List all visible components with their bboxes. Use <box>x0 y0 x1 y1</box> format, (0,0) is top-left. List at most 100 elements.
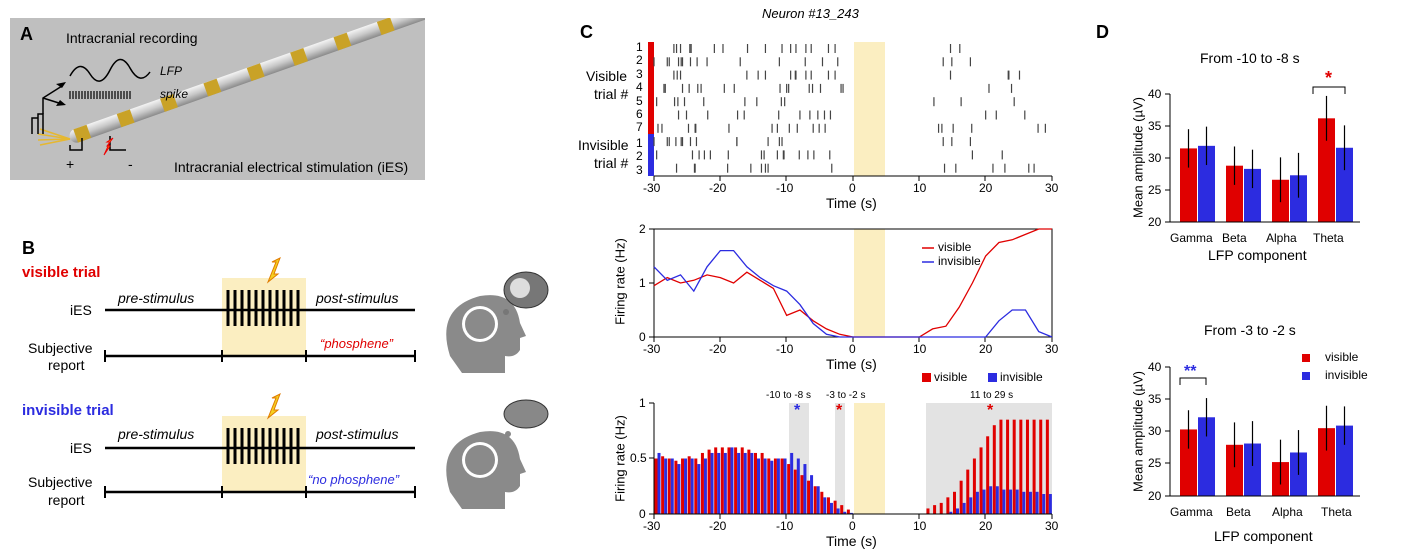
psth-bar-visible <box>992 425 996 514</box>
bar-invisible <box>1336 147 1353 222</box>
psth-bar-visible <box>1025 419 1029 514</box>
panel-a-letter: A <box>20 24 33 44</box>
bar-visible <box>1226 444 1243 496</box>
x-tick: 30 <box>1045 519 1059 533</box>
psth-bar-visible <box>1012 419 1016 514</box>
legend-invisible-label: invisible <box>938 254 981 268</box>
psth-bar-invisible <box>776 458 780 514</box>
x-tick: -30 <box>643 519 661 533</box>
bar-invisible <box>1244 168 1261 222</box>
post-stimulus-label: post-stimulus <box>316 426 399 442</box>
x-tick: 0 <box>849 181 856 195</box>
psth-bar-invisible <box>810 475 814 514</box>
psth-bar-invisible <box>710 452 714 514</box>
psth-bar-invisible <box>849 512 853 514</box>
psth-bar-visible <box>959 480 963 514</box>
y-tick: 20 <box>1148 215 1162 229</box>
window-label: -10 to -8 s <box>766 390 812 401</box>
psth-bar-visible <box>999 419 1003 514</box>
phosphene-label: “phosphene” <box>320 336 393 351</box>
x-axis-label: Time (s) <box>826 356 877 372</box>
psth-bar-visible <box>754 452 757 514</box>
subjective-label: Subjective <box>28 340 93 356</box>
bar-visible <box>1226 165 1243 222</box>
x-tick: 0 <box>849 519 856 533</box>
psth-bar-visible <box>1006 419 1010 514</box>
psth-bar-invisible <box>757 458 760 514</box>
psth-bar-visible <box>687 456 691 514</box>
psth-bar-invisible <box>995 486 999 514</box>
psth-bar-invisible <box>1042 494 1046 514</box>
psth-bar-invisible <box>829 502 833 514</box>
psth-bar-invisible <box>730 447 734 514</box>
psth-bar-visible <box>820 491 824 514</box>
trial-label: trial # <box>594 155 629 171</box>
visible-label: Visible <box>586 68 627 84</box>
psth-bar-visible <box>681 458 685 514</box>
psth-bar-invisible <box>982 489 986 514</box>
invisible-label: Invisible <box>578 137 629 153</box>
psth-bar-invisible <box>657 452 661 514</box>
psth-bar-invisible <box>989 486 993 514</box>
psth-bar-invisible <box>717 452 721 514</box>
trial-label: trial # <box>594 86 629 102</box>
psth-bar-invisible <box>843 511 847 514</box>
psth-bar-visible <box>727 447 731 514</box>
bar-visible <box>1180 148 1197 222</box>
psth-bar-visible <box>986 436 990 514</box>
psth-bar-invisible <box>690 458 694 514</box>
psth-bar-visible <box>846 509 850 514</box>
x-tick: 20 <box>979 342 993 356</box>
spike-label: spike <box>160 87 189 101</box>
category-label: Alpha <box>1266 231 1297 245</box>
psth-bar-invisible <box>1022 491 1026 514</box>
psth-bar-invisible <box>750 452 754 514</box>
significance-star: * <box>987 402 994 419</box>
psth-bar-invisible <box>803 464 807 514</box>
x-tick: 20 <box>979 519 993 533</box>
psth-bar-visible <box>694 458 698 514</box>
psth-bar-invisible <box>737 452 741 514</box>
bar-visible <box>1180 429 1197 496</box>
psth-bar-visible <box>840 505 844 514</box>
y-axis-label: Firing rate (Hz) <box>612 238 628 325</box>
bar-invisible <box>1244 443 1261 496</box>
psth-bars <box>654 419 1052 514</box>
psth-bar-visible <box>1045 419 1049 514</box>
panel-d-plots <box>1165 86 1360 497</box>
psth-bar-invisible <box>975 491 979 514</box>
x-tick: 10 <box>913 519 927 533</box>
psth-bar-invisible <box>962 502 966 514</box>
panel-b-letter: B <box>22 238 35 258</box>
significance-star: ** <box>1184 363 1197 380</box>
legend-invisible-label: invisible <box>1325 368 1368 382</box>
psth-bar-visible <box>939 502 943 514</box>
firing-rate-invisible-line <box>653 249 1053 338</box>
neuron-title: Neuron #13_243 <box>762 6 859 21</box>
psth-bar-invisible <box>670 458 674 514</box>
stimulation-label: Intracranial electrical stimulation (iES… <box>174 159 409 175</box>
x-tick: -10 <box>776 342 794 356</box>
x-axis-label: Time (s) <box>826 195 877 211</box>
x-axis-label: Time (s) <box>826 533 877 549</box>
psth-bar-visible <box>760 452 764 514</box>
psth-bar-invisible <box>1015 489 1019 514</box>
x-tick: 20 <box>979 181 993 195</box>
visible-trial-title: visible trial <box>22 264 101 281</box>
y-tick: 40 <box>1148 360 1162 374</box>
bar-invisible <box>1336 425 1353 496</box>
firing-rate-visible-line <box>653 228 1052 338</box>
category-label: Theta <box>1321 505 1352 519</box>
raster-row-label: 1 <box>636 40 643 54</box>
psth-bar-visible <box>807 480 811 514</box>
panel-b: B visible trial iES pre-stimulus post-st… <box>10 238 565 538</box>
psth-bar-visible <box>714 447 718 514</box>
head-icon <box>446 295 526 373</box>
psth-bar-invisible <box>956 508 959 514</box>
report-label: report <box>48 357 85 373</box>
psth-bar-visible <box>734 447 738 514</box>
thought-cloud-icon <box>503 271 549 315</box>
y-axis-label: Mean amplitude (µV) <box>1130 97 1146 218</box>
psth-bar-invisible <box>677 464 681 514</box>
psth-bar-visible <box>946 497 950 514</box>
